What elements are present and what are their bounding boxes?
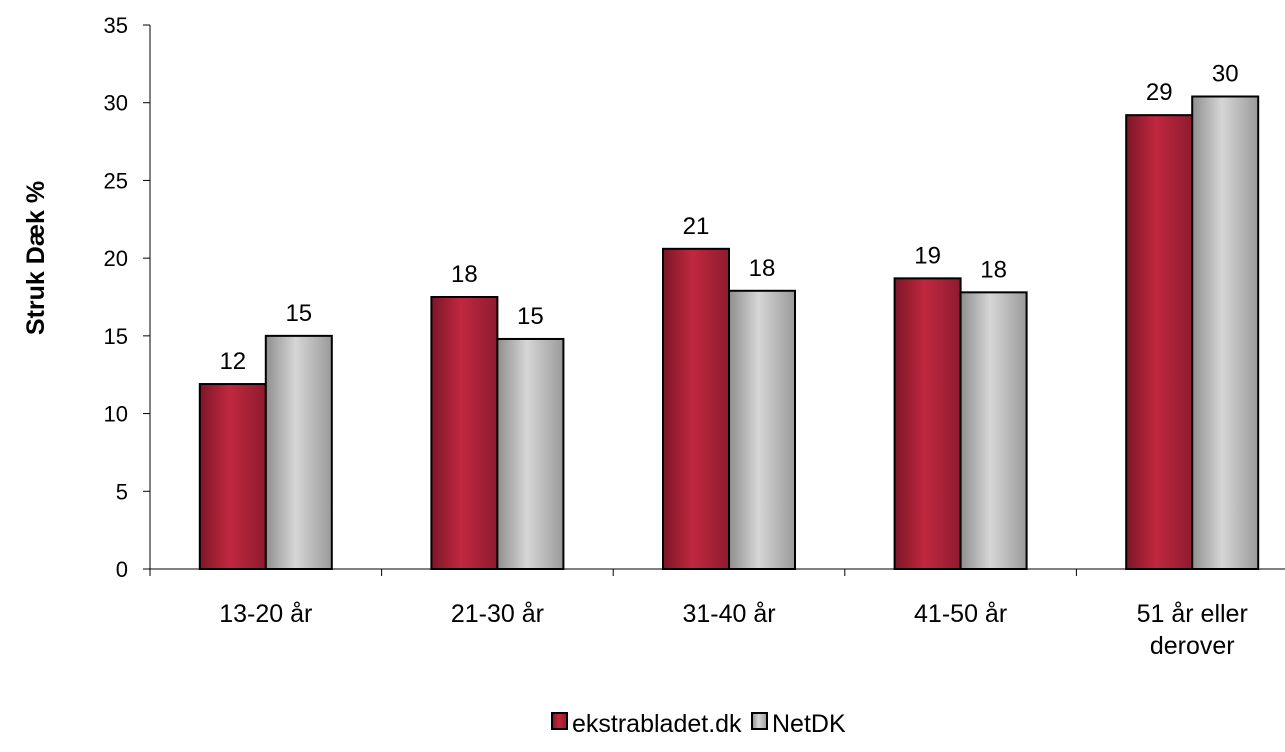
data-labels: 12 15 18 15 21 18 19 18 29 30 xyxy=(219,60,1238,375)
data-label: 15 xyxy=(517,303,544,330)
y-tick-label: 20 xyxy=(104,246,128,271)
bar-netdk xyxy=(264,334,333,570)
data-label: 29 xyxy=(1146,79,1173,106)
bar-ekstrabladet xyxy=(1125,114,1194,571)
y-tick-label: 15 xyxy=(104,324,128,349)
data-label: 12 xyxy=(219,348,246,375)
legend-label: ekstrabladet.dk xyxy=(572,710,742,738)
bar-ekstrabladet xyxy=(430,296,499,570)
bars xyxy=(198,95,1260,571)
bar-netdk xyxy=(728,289,796,570)
x-tick-label: 31-40 år xyxy=(682,600,775,628)
legend: ekstrabladet.dk NetDK xyxy=(551,710,846,738)
data-label: 15 xyxy=(285,300,312,327)
category-labels: 13-20 år 21-30 år 31-40 år 41-50 år 51 år el… xyxy=(219,600,1248,660)
x-tick-label: derover xyxy=(1150,632,1235,660)
bar-netdk xyxy=(959,291,1028,570)
legend-swatch xyxy=(751,712,768,730)
data-label: 19 xyxy=(914,242,941,269)
y-tick-label: 10 xyxy=(104,402,128,427)
y-tick-label: 35 xyxy=(104,13,128,38)
bar-ekstrabladet xyxy=(893,277,962,570)
data-label: 18 xyxy=(451,261,478,288)
bar-netdk xyxy=(496,337,565,571)
y-tick-label: 0 xyxy=(116,557,128,582)
x-tick-label: 13-20 år xyxy=(219,600,312,628)
legend-swatch xyxy=(551,712,568,730)
bar-netdk xyxy=(1191,95,1260,571)
y-axis: 0 5 10 15 20 25 30 35 xyxy=(104,13,151,582)
data-label: 18 xyxy=(749,255,776,282)
y-tick-label: 30 xyxy=(104,91,128,116)
data-label: 18 xyxy=(980,256,1007,283)
data-label: 30 xyxy=(1212,60,1239,87)
x-tick-label: 51 år eller xyxy=(1137,600,1248,628)
x-tick-label: 21-30 år xyxy=(451,600,544,628)
x-tick-label: 41-50 år xyxy=(914,600,1007,628)
legend-label: NetDK xyxy=(772,710,846,738)
bar-ekstrabladet xyxy=(198,383,267,571)
y-tick-label: 25 xyxy=(104,168,128,193)
y-axis-title: Struk Dæk % xyxy=(22,181,50,335)
bar-ekstrabladet xyxy=(662,247,730,570)
y-tick-label: 5 xyxy=(116,479,128,504)
data-label: 21 xyxy=(683,213,710,240)
x-axis xyxy=(149,568,1285,576)
